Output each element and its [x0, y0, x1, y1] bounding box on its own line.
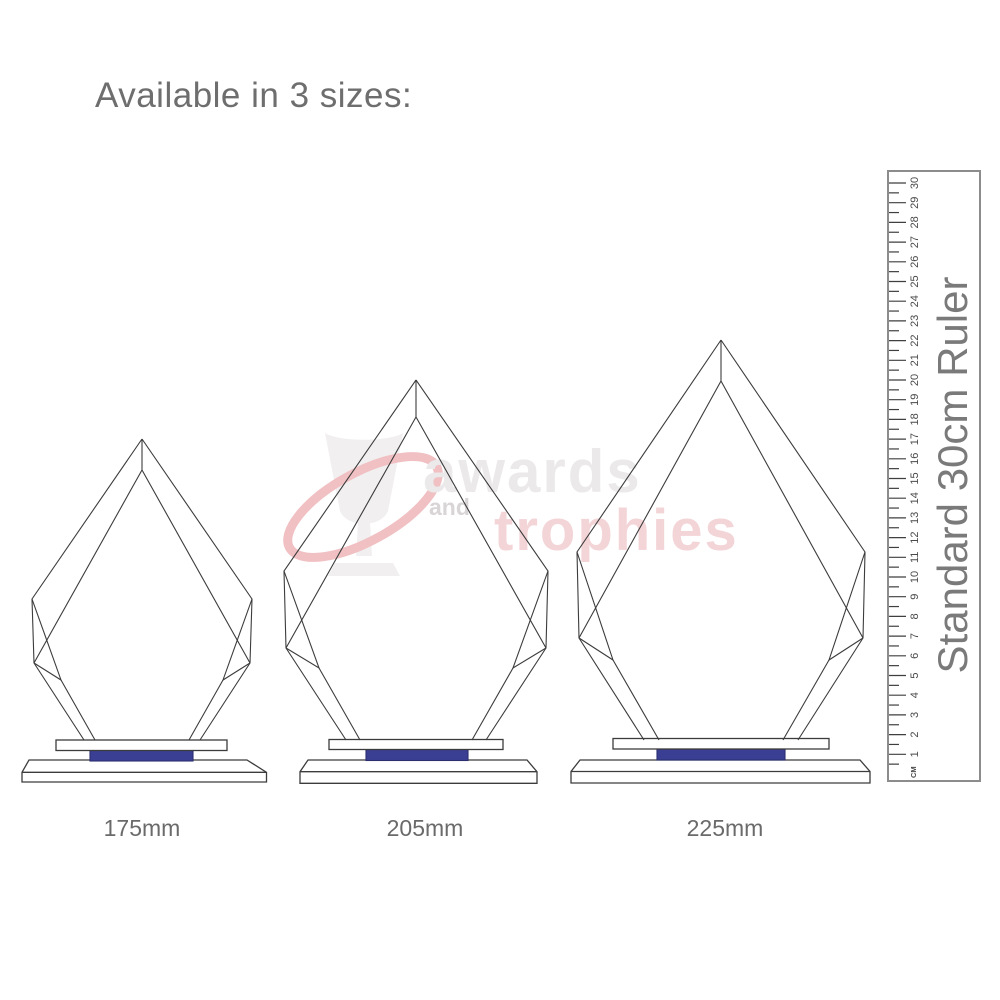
svg-text:24: 24: [909, 295, 921, 307]
svg-text:22: 22: [909, 334, 921, 346]
svg-text:2: 2: [909, 732, 921, 738]
svg-text:10: 10: [909, 571, 921, 583]
svg-text:16: 16: [909, 453, 921, 465]
svg-text:CM: CM: [909, 766, 918, 778]
svg-text:27: 27: [909, 236, 921, 248]
svg-text:28: 28: [909, 216, 921, 228]
watermark-logo-icon: [283, 433, 443, 576]
trophy-large-neck-plate: [612, 737, 830, 750]
trophy-small-base: [21, 759, 268, 783]
trophy-small-neck-plate: [55, 739, 228, 752]
trophy-small-outline: [31, 438, 143, 741]
svg-text:5: 5: [909, 672, 921, 678]
svg-text:30: 30: [909, 177, 921, 189]
svg-text:17: 17: [909, 433, 921, 445]
ruler: 1 2 3 4 5 6 7 8 9 10 11 12 13 14 15 16 17 18 19 20 21 22 23 24 2…: [887, 170, 981, 782]
svg-text:18: 18: [909, 413, 921, 425]
svg-text:13: 13: [909, 512, 921, 524]
svg-text:11: 11: [909, 552, 921, 563]
svg-text:12: 12: [909, 531, 921, 543]
trophy-medium: [283, 379, 549, 784]
size-label-large: 225mm: [686, 815, 764, 841]
trophy-large: [570, 339, 871, 784]
svg-text:29: 29: [909, 197, 921, 209]
svg-text:19: 19: [909, 394, 921, 406]
watermark-text-and: and: [429, 494, 470, 520]
svg-text:6: 6: [909, 653, 921, 659]
size-label-small: 175mm: [103, 815, 181, 841]
svg-text:3: 3: [909, 712, 921, 718]
trophy-small-blue-accent: [89, 749, 194, 762]
svg-text:14: 14: [909, 492, 921, 504]
trophy-medium-outline: [283, 379, 417, 741]
svg-text:8: 8: [909, 613, 921, 619]
svg-text:15: 15: [909, 472, 921, 484]
svg-text:9: 9: [909, 594, 921, 600]
trophy-small: [21, 438, 268, 783]
svg-text:1: 1: [909, 751, 921, 757]
svg-text:7: 7: [909, 633, 921, 639]
page-title: Available in 3 sizes:: [95, 76, 413, 115]
svg-text:26: 26: [909, 256, 921, 268]
ruler-ticks: 1234567891011121314151617181920212223242…: [889, 177, 921, 778]
size-label-medium: 205mm: [386, 815, 464, 841]
trophy-medium-neck-plate: [328, 738, 504, 751]
svg-text:4: 4: [909, 692, 921, 698]
trophy-large-blue-accent: [656, 748, 786, 761]
ruler-label: Standard 30cm Ruler: [929, 276, 976, 674]
trophy-large-outline: [576, 339, 722, 741]
svg-text:21: 21: [909, 354, 921, 366]
trophy-medium-blue-accent: [365, 748, 469, 762]
svg-text:25: 25: [909, 275, 921, 287]
svg-text:20: 20: [909, 374, 921, 386]
svg-text:23: 23: [909, 315, 921, 327]
